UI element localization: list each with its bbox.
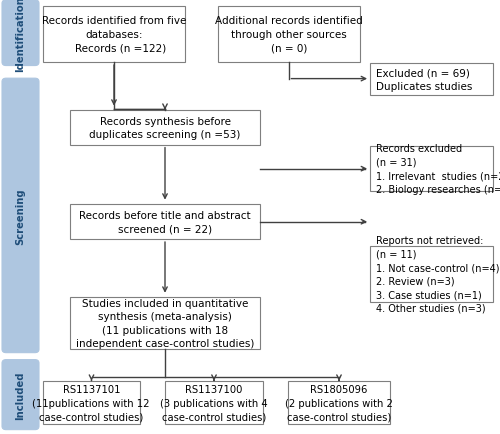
Text: Records excluded
(n = 31)
1. Irrelevant  studies (n=21)
2. Biology researches (n: Records excluded (n = 31) 1. Irrelevant … bbox=[376, 144, 500, 194]
FancyBboxPatch shape bbox=[42, 381, 140, 424]
Text: Reports not retrieved:
(n = 11)
1. Not case-control (n=4)
2. Review (n=3)
3. Cas: Reports not retrieved: (n = 11) 1. Not c… bbox=[376, 235, 500, 313]
Text: Records synthesis before
duplicates screening (n =53): Records synthesis before duplicates scre… bbox=[90, 116, 240, 140]
Text: Screening: Screening bbox=[16, 187, 26, 244]
FancyBboxPatch shape bbox=[2, 360, 39, 430]
Text: Records identified from five
databases:
    Records (n =122): Records identified from five databases: … bbox=[42, 16, 186, 53]
Text: Identification: Identification bbox=[16, 0, 26, 72]
FancyBboxPatch shape bbox=[70, 205, 260, 240]
FancyBboxPatch shape bbox=[42, 7, 185, 63]
Text: RS1137101
(11publications with 12
case-control studies): RS1137101 (11publications with 12 case-c… bbox=[32, 384, 150, 421]
Text: Additional records identified
through other sources
(n = 0): Additional records identified through ot… bbox=[215, 16, 362, 53]
FancyBboxPatch shape bbox=[288, 381, 390, 424]
Text: RS1137100
(3 publications with 4
case-control studies): RS1137100 (3 publications with 4 case-co… bbox=[160, 384, 268, 421]
FancyBboxPatch shape bbox=[70, 297, 260, 349]
Text: RS1805096
(2 publications with 2
case-control studies): RS1805096 (2 publications with 2 case-co… bbox=[285, 384, 393, 421]
Text: Studies included in quantitative
synthesis (meta-analysis)
(11 publications with: Studies included in quantitative synthes… bbox=[76, 298, 254, 349]
FancyBboxPatch shape bbox=[2, 1, 39, 66]
FancyBboxPatch shape bbox=[370, 246, 492, 302]
FancyBboxPatch shape bbox=[70, 111, 260, 145]
Text: Records before title and abstract
screened (n = 22): Records before title and abstract screen… bbox=[79, 210, 251, 234]
FancyBboxPatch shape bbox=[370, 64, 492, 95]
Text: Included: Included bbox=[16, 371, 26, 419]
FancyBboxPatch shape bbox=[165, 381, 262, 424]
Text: Excluded (n = 69)
Duplicates studies: Excluded (n = 69) Duplicates studies bbox=[376, 68, 472, 92]
FancyBboxPatch shape bbox=[370, 146, 492, 192]
FancyBboxPatch shape bbox=[218, 7, 360, 63]
FancyBboxPatch shape bbox=[2, 79, 39, 353]
